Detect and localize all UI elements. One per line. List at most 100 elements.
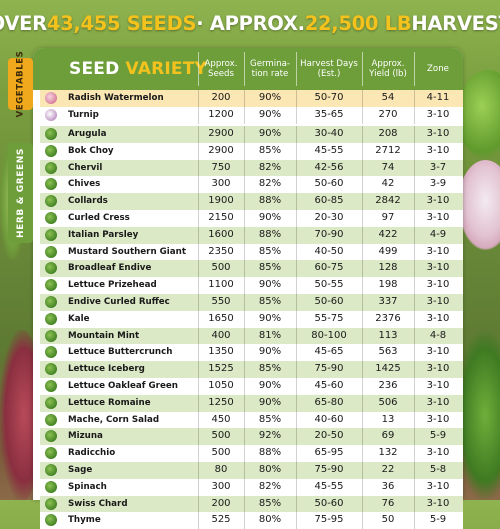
header-harvest-days: Harvest Days (Est.) — [300, 59, 358, 79]
leaf-icon — [45, 161, 57, 174]
cell-harvest: 45-60 — [314, 380, 344, 391]
turnip-icon — [45, 108, 57, 121]
table-row: Chervil 750 82% 42-56 74 3-7 — [40, 159, 463, 177]
cell-yield: 22 — [381, 464, 395, 475]
variety-name: Curled Cress — [68, 213, 130, 223]
column-divider — [414, 126, 415, 143]
cell-harvest: 50-55 — [314, 279, 344, 291]
cell-harvest: 50-70 — [314, 92, 344, 103]
cell-germination: 88% — [258, 228, 282, 240]
cell-seeds: 2900 — [208, 144, 234, 156]
column-divider — [414, 344, 415, 362]
leaf-icon — [45, 480, 57, 493]
cell-seeds: 525 — [211, 514, 231, 526]
leaf-icon — [45, 279, 57, 292]
cell-seeds: 1900 — [208, 195, 234, 207]
cell-yield: 74 — [381, 161, 395, 173]
column-divider — [414, 445, 415, 462]
leaf-icon — [45, 178, 57, 191]
column-divider — [296, 126, 297, 143]
column-divider — [198, 411, 199, 429]
column-divider — [362, 327, 363, 345]
variety-name: Broadleaf Endive — [68, 263, 152, 274]
radish-greens-decoration — [458, 70, 500, 160]
cell-harvest: 40-60 — [314, 413, 344, 425]
variety-name: Swiss Chard — [68, 498, 128, 509]
column-divider — [414, 361, 415, 378]
column-divider — [362, 243, 363, 261]
cell-yield: 236 — [378, 380, 398, 391]
column-divider — [198, 478, 199, 496]
variety-name: Chives — [68, 179, 101, 190]
cell-zone: 5-9 — [429, 430, 447, 442]
cell-germination: 85% — [258, 245, 282, 257]
cell-yield: 422 — [378, 228, 398, 240]
cell-harvest: 30-40 — [314, 128, 344, 139]
cell-yield: 50 — [381, 514, 395, 526]
cell-germination: 82% — [258, 480, 282, 492]
column-divider — [414, 176, 415, 194]
header-approx-seeds: Approx. Seeds — [204, 59, 238, 79]
column-divider — [296, 428, 297, 446]
column-divider — [362, 294, 363, 311]
cell-zone: 3-10 — [426, 296, 450, 307]
cell-seeds: 450 — [211, 413, 231, 425]
column-divider — [414, 294, 415, 311]
cell-harvest: 45-55 — [314, 480, 344, 492]
cell-harvest: 65-95 — [314, 447, 344, 459]
column-divider — [198, 126, 199, 143]
cell-germination: 85% — [258, 296, 282, 307]
header-variety-word2: VARIETY — [119, 59, 208, 79]
cell-germination: 90% — [258, 279, 282, 291]
cell-zone: 3-10 — [426, 108, 450, 120]
column-divider — [296, 210, 297, 227]
cell-germination: 90% — [258, 128, 282, 139]
column-divider — [244, 310, 245, 328]
table-row: Spinach 300 82% 45-55 36 3-10 — [40, 478, 463, 496]
column-divider — [362, 462, 363, 479]
leaf-icon — [45, 430, 57, 443]
column-divider — [414, 462, 415, 479]
cell-harvest: 50-60 — [314, 296, 344, 307]
cell-seeds: 2350 — [208, 245, 234, 257]
cell-germination: 92% — [258, 430, 282, 442]
column-divider — [362, 260, 363, 278]
cell-zone: 3-7 — [429, 161, 447, 173]
header-divider — [414, 52, 415, 86]
variety-name: Radicchio — [68, 448, 116, 459]
cell-zone: 3-10 — [426, 413, 450, 425]
leaf-icon — [45, 396, 57, 409]
column-divider — [244, 210, 245, 227]
cell-germination: 80% — [258, 464, 282, 475]
variety-name: Sage — [68, 465, 93, 475]
column-divider — [414, 310, 415, 328]
header-germination-rate: Germina-tion rate — [250, 59, 290, 79]
headline-harvest-weight: 22,500 LB — [304, 11, 412, 35]
column-divider — [414, 243, 415, 261]
column-divider — [296, 394, 297, 412]
leaf-icon — [45, 346, 57, 359]
column-divider — [244, 142, 245, 160]
cell-seeds: 1100 — [208, 279, 234, 291]
cell-harvest: 75-95 — [314, 514, 344, 526]
column-divider — [414, 277, 415, 294]
column-divider — [198, 462, 199, 479]
column-divider — [362, 445, 363, 462]
column-divider — [296, 260, 297, 278]
header-divider — [198, 52, 199, 86]
cell-yield: 499 — [378, 245, 398, 257]
cell-yield: 69 — [381, 430, 395, 442]
variety-name: Arugula — [68, 129, 107, 139]
headline-part1: OVER — [0, 11, 47, 35]
header-divider — [244, 52, 245, 86]
cell-yield: 270 — [378, 108, 398, 120]
cell-harvest: 60-75 — [314, 262, 344, 274]
cell-germination: 82% — [258, 178, 282, 190]
cell-seeds: 2900 — [208, 128, 234, 139]
variety-name: Lettuce Iceberg — [68, 364, 145, 375]
column-divider — [296, 243, 297, 261]
cell-zone: 3-9 — [429, 178, 447, 190]
cell-yield: 97 — [381, 212, 395, 223]
column-divider — [198, 394, 199, 412]
column-divider — [414, 378, 415, 395]
